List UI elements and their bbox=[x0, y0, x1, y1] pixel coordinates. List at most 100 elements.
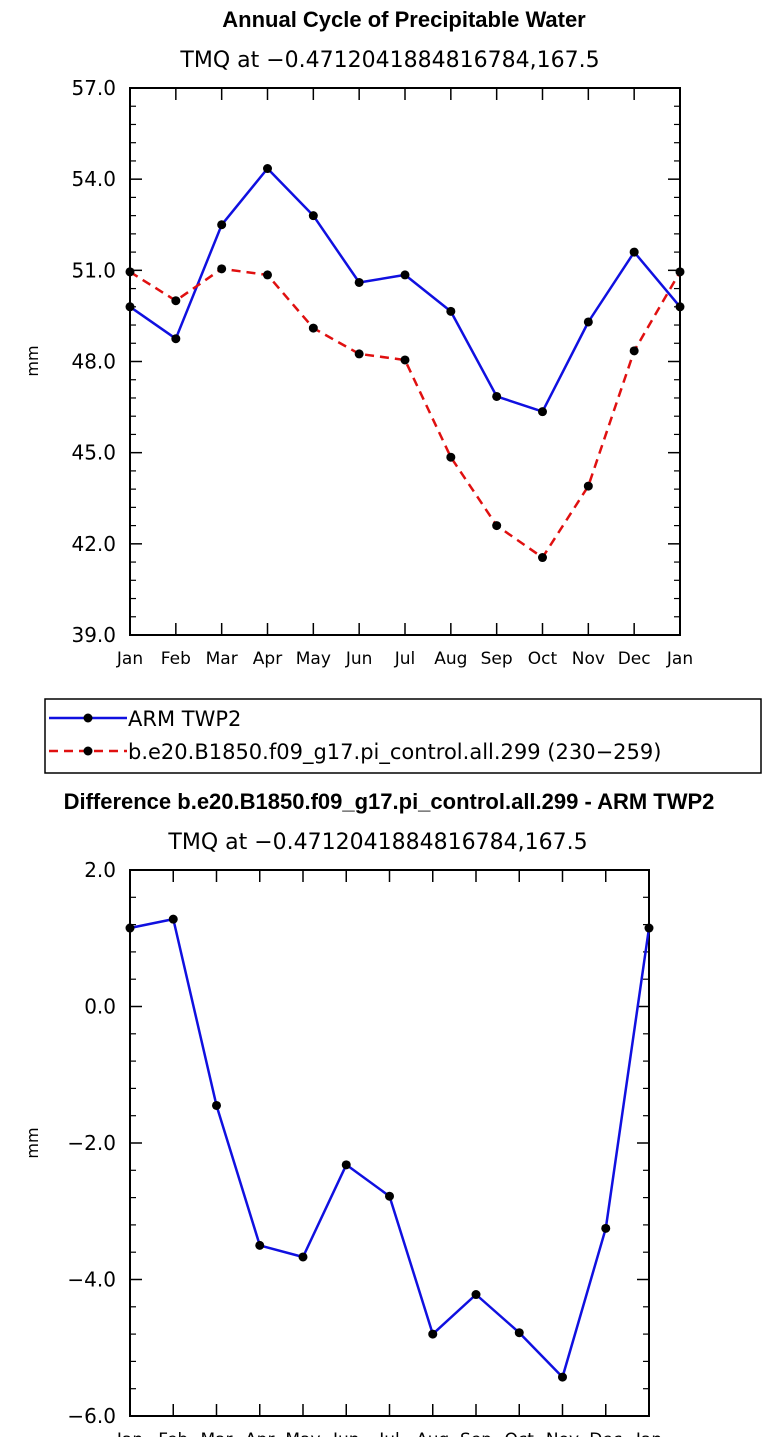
x-tick-label: Mar bbox=[206, 649, 238, 669]
legend: ARM TWP2 b.e20.B1850.f09_g17.pi_control.… bbox=[44, 698, 762, 774]
legend-label-model: b.e20.B1850.f09_g17.pi_control.all.299 (… bbox=[128, 740, 661, 765]
data-point-0 bbox=[601, 1223, 611, 1233]
chart-title: Difference b.e20.B1850.f09_g17.pi_contro… bbox=[64, 789, 715, 814]
data-point-1 bbox=[171, 296, 181, 306]
data-point-0 bbox=[492, 391, 502, 401]
x-tick-label: Oct bbox=[528, 649, 558, 669]
data-point-0 bbox=[385, 1191, 394, 1201]
plot-frame: 39.0 42.0 45.0 48.0 51.0 54.0 57.0 Jan Feb Mar Apr… bbox=[71, 76, 693, 669]
data-point-0 bbox=[629, 247, 639, 257]
y-tick-label: 57.0 bbox=[71, 76, 116, 100]
series-line-1 bbox=[129, 267, 682, 559]
x-tick-label: Nov bbox=[572, 649, 605, 669]
x-tick-label: Jan bbox=[635, 1430, 662, 1437]
data-point-0 bbox=[354, 277, 364, 287]
data-point-1 bbox=[217, 264, 227, 274]
data-point-0 bbox=[125, 923, 135, 933]
data-point-1 bbox=[492, 521, 502, 531]
x-tick-label: Jun bbox=[345, 649, 373, 669]
x-tick-label: Mar bbox=[200, 1430, 232, 1437]
x-tick-label: Dec bbox=[618, 649, 651, 669]
data-point-0 bbox=[125, 302, 135, 312]
data-point-1 bbox=[263, 270, 272, 280]
y-tick-label: 54.0 bbox=[71, 167, 116, 191]
data-point-1 bbox=[125, 267, 135, 277]
data-point-1 bbox=[583, 481, 593, 491]
plot-border bbox=[129, 869, 650, 1417]
legend-marker-model bbox=[83, 746, 93, 756]
x-tick-label: Feb bbox=[161, 649, 191, 669]
series-line-0 bbox=[129, 917, 651, 1379]
y-tick-label: 2.0 bbox=[84, 858, 116, 882]
data-point-0 bbox=[538, 407, 547, 417]
data-point-0 bbox=[308, 211, 318, 221]
x-tick-label: Apr bbox=[253, 649, 282, 669]
data-point-1 bbox=[400, 355, 410, 365]
x-tick-label: May bbox=[285, 1430, 320, 1437]
data-point-0 bbox=[514, 1328, 524, 1338]
y-tick-label: 39.0 bbox=[71, 623, 116, 647]
data-point-0 bbox=[644, 923, 654, 933]
x-tick-label: Oct bbox=[505, 1430, 535, 1437]
series-group bbox=[125, 914, 654, 1382]
x-tick-label: Jul bbox=[394, 649, 416, 669]
x-tick-label: Jan bbox=[116, 649, 143, 669]
data-point-0 bbox=[471, 1290, 481, 1300]
chart-subtitle: TMQ at −0.4712041884816784,167.5 bbox=[179, 48, 599, 73]
series-group bbox=[125, 164, 685, 563]
data-point-0 bbox=[298, 1252, 308, 1262]
data-point-0 bbox=[675, 302, 685, 312]
series-line-0 bbox=[129, 167, 681, 413]
y-axis-label: mm bbox=[23, 345, 42, 376]
data-point-1 bbox=[354, 349, 364, 359]
data-point-0 bbox=[212, 1100, 221, 1110]
data-point-1 bbox=[675, 267, 685, 277]
y-axis-label: mm bbox=[23, 1127, 42, 1158]
data-point-1 bbox=[446, 452, 456, 462]
data-point-0 bbox=[400, 270, 410, 280]
annual-cycle-chart: Annual Cycle of Precipitable Water TMQ a… bbox=[23, 7, 693, 669]
y-tick-label: 42.0 bbox=[71, 532, 116, 556]
x-tick-label: Aug bbox=[434, 649, 467, 669]
data-point-0 bbox=[217, 220, 227, 230]
x-tick-label: Nov bbox=[546, 1430, 579, 1437]
legend-box bbox=[44, 698, 762, 774]
x-tick-label: Jul bbox=[378, 1430, 400, 1437]
x-tick-label: Aug bbox=[416, 1430, 449, 1437]
y-tick-label: 45.0 bbox=[71, 441, 116, 465]
y-tick-label: −4.0 bbox=[67, 1268, 116, 1292]
data-point-1 bbox=[538, 553, 547, 563]
x-tick-label: Jan bbox=[666, 649, 693, 669]
data-point-0 bbox=[583, 317, 593, 327]
x-tick-label: Sep bbox=[460, 1430, 492, 1437]
data-point-0 bbox=[171, 334, 181, 344]
data-point-0 bbox=[263, 164, 272, 174]
data-point-0 bbox=[341, 1160, 351, 1170]
chart-title: Annual Cycle of Precipitable Water bbox=[222, 7, 586, 32]
difference-chart: Difference b.e20.B1850.f09_g17.pi_contro… bbox=[23, 789, 714, 1437]
x-tick-label: Dec bbox=[589, 1430, 622, 1437]
y-tick-label: −6.0 bbox=[67, 1404, 116, 1428]
x-tick-label: Sep bbox=[481, 649, 513, 669]
legend-label-arm: ARM TWP2 bbox=[128, 707, 241, 731]
x-tick-label: Jan bbox=[116, 1430, 143, 1437]
x-tick-label: Jun bbox=[332, 1430, 360, 1437]
y-tick-label: −2.0 bbox=[67, 1131, 116, 1155]
x-tick-label: May bbox=[296, 649, 331, 669]
x-tick-label: Apr bbox=[245, 1430, 274, 1437]
data-point-0 bbox=[428, 1329, 438, 1339]
y-tick-label: 0.0 bbox=[84, 995, 116, 1019]
data-point-1 bbox=[629, 346, 639, 356]
plot-frame: −6.0 −4.0 −2.0 0.0 2.0 Jan Feb Mar Apr May Jun Jul A… bbox=[67, 858, 662, 1437]
data-point-1 bbox=[308, 323, 318, 333]
x-tick-label: Feb bbox=[158, 1430, 188, 1437]
data-point-0 bbox=[446, 306, 456, 316]
data-point-0 bbox=[255, 1240, 265, 1250]
y-tick-label: 51.0 bbox=[71, 258, 116, 282]
chart-subtitle: TMQ at −0.4712041884816784,167.5 bbox=[167, 830, 587, 855]
data-point-0 bbox=[168, 914, 178, 924]
legend-marker-arm bbox=[83, 713, 93, 723]
data-point-0 bbox=[558, 1372, 567, 1382]
y-tick-label: 48.0 bbox=[71, 350, 116, 374]
